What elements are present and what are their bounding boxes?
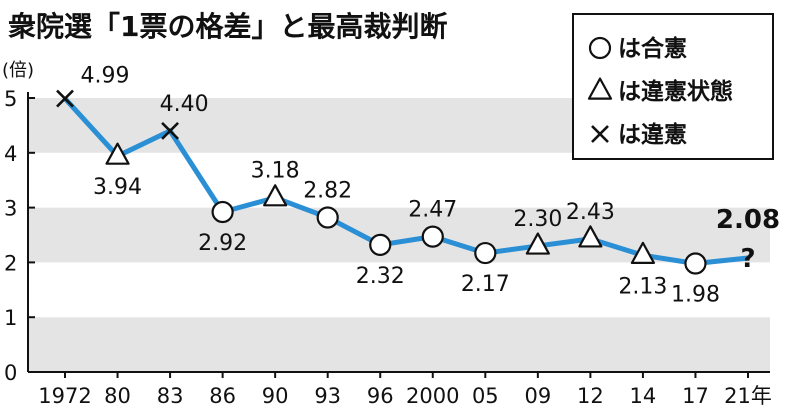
y-tick-label: 5 <box>4 87 17 111</box>
data-label: 4.40 <box>160 92 209 117</box>
marker-circle <box>421 225 444 248</box>
marker-cross <box>56 89 74 108</box>
grid-band <box>28 207 770 263</box>
marker-circle <box>474 241 497 265</box>
grid-band <box>28 262 770 318</box>
series-markers: ? <box>56 89 756 275</box>
data-label: 2.43 <box>566 200 615 225</box>
marker-circle <box>211 200 234 224</box>
data-labels: 4.99 3.94 4.40 2.92 3.182.82 2.32 2.47 2.17 2.30… <box>81 64 781 308</box>
data-label: 1.98 <box>671 282 720 307</box>
x-tick-label: 09 <box>524 384 551 408</box>
legend-circle-icon <box>588 36 612 60</box>
marker-circle <box>684 252 707 275</box>
y-tick-label: 3 <box>4 197 17 221</box>
x-axis: 1972 80 83 86 90 93 96 2000 05 09 12 14 17 21年 <box>28 371 772 408</box>
data-label: 4.99 <box>81 64 130 89</box>
chart-title: 衆院選「1票の格差」と最高裁判断 <box>8 10 447 43</box>
x-tick-label: 93 <box>314 384 341 408</box>
legend-label: は合憲 <box>618 35 687 62</box>
marker-circle <box>369 233 392 256</box>
x-tick-label: 12 <box>577 384 604 408</box>
grid-bands <box>28 98 770 372</box>
marker-cross <box>161 121 179 140</box>
series-line <box>63 96 749 266</box>
data-label: 3.94 <box>93 175 142 200</box>
y-tick-label: 0 <box>4 361 17 385</box>
x-tick-label: 17 <box>682 384 709 408</box>
legend-label: は違憲 <box>618 121 687 148</box>
y-tick-label: 1 <box>4 306 17 330</box>
grid-band <box>28 152 770 208</box>
data-label: 2.30 <box>513 207 562 232</box>
x-tick-label: 14 <box>630 384 657 408</box>
marker-triangle <box>263 184 288 207</box>
pending-ruling-mark: ? <box>740 244 755 274</box>
y-tick-label: 2 <box>4 251 17 275</box>
x-tick-label: 90 <box>262 384 289 408</box>
legend-label: は違憲状態 <box>618 78 733 105</box>
data-label: 2.08 <box>716 205 780 235</box>
x-tick-label: 80 <box>104 384 131 408</box>
x-tick-label: 05 <box>472 384 499 408</box>
data-label: 3.18 <box>251 159 300 184</box>
y-axis: 0 1 2 3 4 5 <box>4 87 35 385</box>
grid-band <box>28 317 770 372</box>
x-tick-label: 1972 <box>38 384 91 408</box>
marker-circle <box>316 206 339 229</box>
legend-triangle-icon <box>587 77 613 100</box>
y-tick-label: 4 <box>4 142 17 166</box>
marker-triangle <box>578 225 603 248</box>
x-tick-label: 86 <box>209 384 236 408</box>
x-tick-label: 21年 <box>724 384 772 408</box>
x-tick-label: 96 <box>367 384 394 408</box>
data-label: 2.82 <box>303 178 352 203</box>
marker-triangle <box>105 142 130 165</box>
x-tick-label: 2000 <box>406 384 459 408</box>
x-tick-label: 83 <box>157 384 184 408</box>
y-axis-unit: (倍) <box>2 60 34 81</box>
data-label: 2.32 <box>356 264 405 289</box>
legend-cross-icon <box>591 125 609 143</box>
marker-triangle <box>630 241 656 264</box>
data-label: 2.17 <box>461 272 510 297</box>
data-label: 2.92 <box>198 231 247 256</box>
data-label: 2.47 <box>408 198 457 223</box>
data-label: 2.13 <box>618 274 667 299</box>
marker-triangle <box>525 232 550 255</box>
legend-box <box>572 13 774 160</box>
